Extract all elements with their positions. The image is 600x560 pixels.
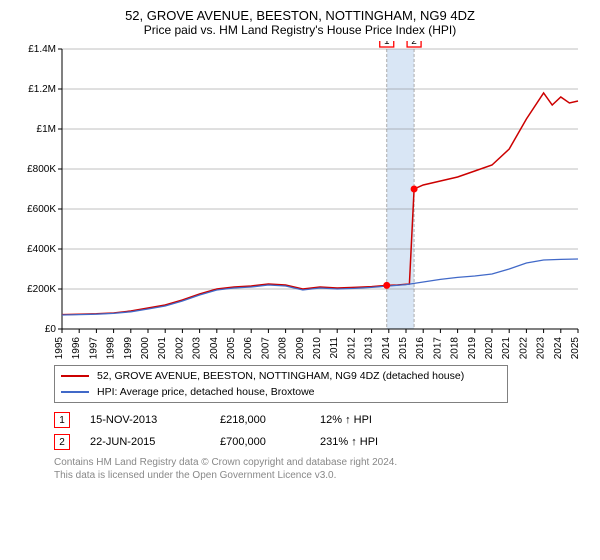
svg-text:2000: 2000	[140, 337, 151, 360]
sale-event-row: 2 22-JUN-2015 £700,000 231% ↑ HPI	[54, 431, 584, 453]
svg-text:£1M: £1M	[37, 124, 56, 135]
legend-item: HPI: Average price, detached house, Brox…	[61, 384, 501, 400]
legend-label: HPI: Average price, detached house, Brox…	[97, 386, 315, 398]
svg-text:1: 1	[384, 41, 390, 47]
svg-text:2013: 2013	[364, 337, 375, 360]
svg-text:2001: 2001	[157, 337, 168, 360]
svg-text:2009: 2009	[295, 337, 306, 360]
svg-text:2018: 2018	[450, 337, 461, 360]
footer-line: This data is licensed under the Open Gov…	[54, 470, 584, 483]
legend-label: 52, GROVE AVENUE, BEESTON, NOTTINGHAM, N…	[97, 370, 464, 382]
sale-event-row: 1 15-NOV-2013 £218,000 12% ↑ HPI	[54, 409, 584, 431]
svg-text:£800K: £800K	[27, 164, 56, 175]
legend-swatch-property	[61, 375, 89, 377]
svg-text:£1.4M: £1.4M	[28, 44, 56, 55]
svg-text:1999: 1999	[123, 337, 134, 360]
svg-text:2015: 2015	[398, 337, 409, 360]
svg-text:2004: 2004	[209, 337, 220, 360]
svg-text:2008: 2008	[278, 337, 289, 360]
svg-text:2007: 2007	[260, 337, 271, 360]
price-chart: £0 £200K £400K £600K £800K £1M £1.2M £1.4M 1995 1…	[16, 41, 584, 361]
sale-price: £218,000	[220, 414, 320, 426]
svg-text:2019: 2019	[467, 337, 478, 360]
chart-title: 52, GROVE AVENUE, BEESTON, NOTTINGHAM, N…	[16, 8, 584, 23]
chart-subtitle: Price paid vs. HM Land Registry's House …	[16, 23, 584, 37]
svg-text:2: 2	[411, 41, 417, 47]
svg-text:2023: 2023	[536, 337, 547, 360]
svg-text:£600K: £600K	[27, 204, 56, 215]
svg-text:2022: 2022	[518, 337, 529, 360]
svg-text:£0: £0	[45, 324, 57, 335]
svg-text:£1.2M: £1.2M	[28, 84, 56, 95]
svg-text:1998: 1998	[106, 337, 117, 360]
svg-text:2003: 2003	[192, 337, 203, 360]
svg-text:1995: 1995	[54, 337, 65, 360]
svg-text:2006: 2006	[243, 337, 254, 360]
svg-text:2017: 2017	[432, 337, 443, 360]
sale-date: 22-JUN-2015	[90, 436, 220, 448]
sale-price: £700,000	[220, 436, 320, 448]
svg-text:2020: 2020	[484, 337, 495, 360]
footer-line: Contains HM Land Registry data © Crown c…	[54, 457, 584, 470]
legend-item: 52, GROVE AVENUE, BEESTON, NOTTINGHAM, N…	[61, 368, 501, 384]
sale-marker-icon: 2	[54, 434, 70, 450]
sale-date: 15-NOV-2013	[90, 414, 220, 426]
sale-hpi-change: 231% ↑ HPI	[320, 436, 378, 448]
attribution-footer: Contains HM Land Registry data © Crown c…	[54, 457, 584, 482]
sale-events: 1 15-NOV-2013 £218,000 12% ↑ HPI 2 22-JU…	[54, 409, 584, 453]
sale-hpi-change: 12% ↑ HPI	[320, 414, 372, 426]
svg-text:2014: 2014	[381, 337, 392, 360]
svg-text:1996: 1996	[71, 337, 82, 360]
svg-text:2012: 2012	[346, 337, 357, 360]
svg-text:2011: 2011	[329, 337, 340, 359]
svg-text:£200K: £200K	[27, 284, 56, 295]
sale-marker-icon: 1	[54, 412, 70, 428]
svg-text:2025: 2025	[570, 337, 581, 360]
svg-text:2005: 2005	[226, 337, 237, 360]
svg-text:2024: 2024	[553, 337, 564, 360]
svg-text:1997: 1997	[88, 337, 99, 360]
svg-text:2010: 2010	[312, 337, 323, 360]
legend: 52, GROVE AVENUE, BEESTON, NOTTINGHAM, N…	[54, 365, 508, 403]
svg-text:2002: 2002	[174, 337, 185, 360]
svg-text:£400K: £400K	[27, 244, 56, 255]
svg-text:2016: 2016	[415, 337, 426, 360]
svg-text:2021: 2021	[501, 337, 512, 360]
legend-swatch-hpi	[61, 391, 89, 393]
